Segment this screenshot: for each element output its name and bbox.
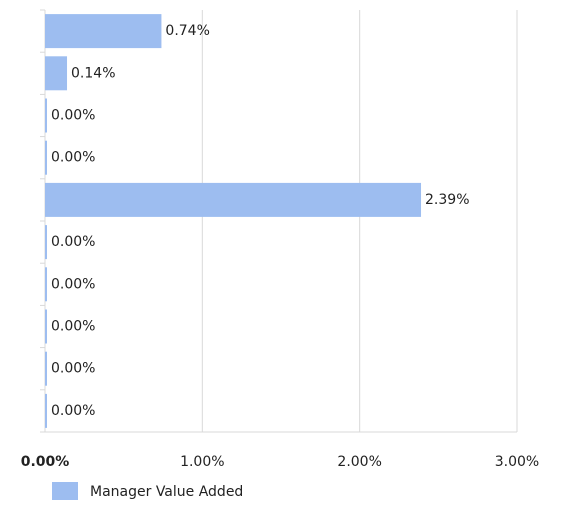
- value-label: 0.00%: [51, 319, 95, 335]
- bar: [45, 140, 47, 175]
- bar: [45, 182, 422, 217]
- value-label: 0.14%: [71, 65, 115, 81]
- bar: [45, 14, 162, 49]
- legend-swatch: [52, 482, 78, 500]
- bar: [45, 351, 47, 386]
- value-label: 0.00%: [51, 276, 95, 292]
- x-tick-label: 0.00%: [21, 454, 70, 470]
- x-tick-label: 2.00%: [337, 454, 381, 470]
- value-label: 0.00%: [51, 403, 95, 419]
- bar: [45, 309, 47, 344]
- bar: [45, 98, 47, 133]
- value-label: 0.74%: [165, 23, 209, 39]
- value-label: 2.39%: [425, 192, 469, 208]
- bar: [45, 267, 47, 302]
- x-tick-label: 3.00%: [495, 454, 539, 470]
- bar: [45, 225, 47, 260]
- bar: [45, 393, 47, 428]
- legend-label: Manager Value Added: [90, 484, 243, 500]
- bar: [45, 56, 68, 91]
- value-label: 0.00%: [51, 150, 95, 166]
- value-label: 0.00%: [51, 108, 95, 124]
- x-tick-label: 1.00%: [180, 454, 224, 470]
- value-label: 0.00%: [51, 361, 95, 377]
- value-label: 0.00%: [51, 234, 95, 250]
